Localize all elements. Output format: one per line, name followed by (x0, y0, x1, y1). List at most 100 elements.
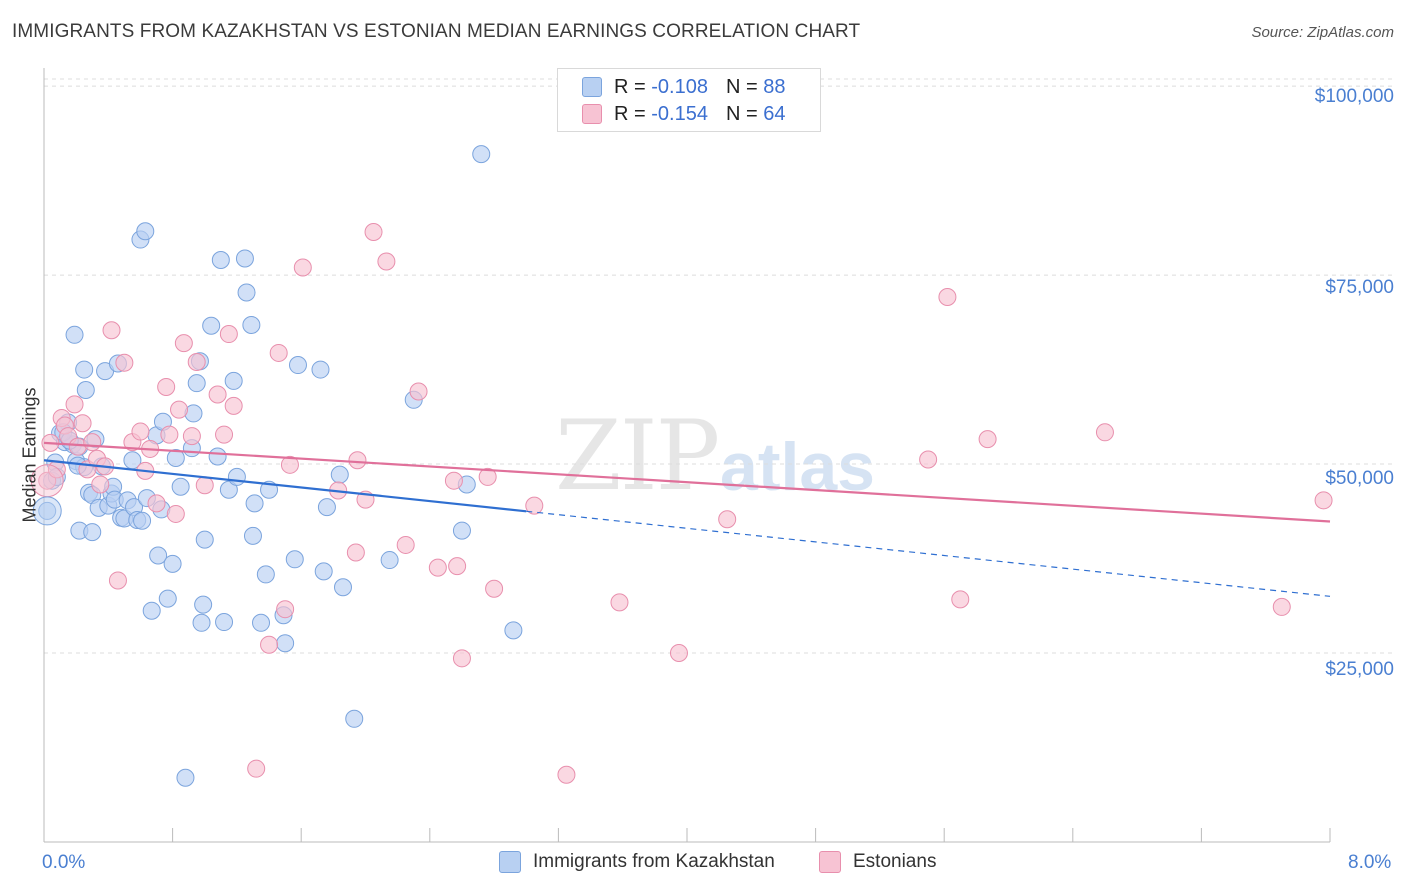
data-point-kazakhstan (252, 613, 271, 632)
legend-label-kazakhstan: Immigrants from Kazakhstan (533, 851, 775, 872)
y-tick-label-25000: $25,000 (1325, 659, 1394, 680)
data-point-estonians (65, 395, 84, 414)
data-point-kazakhstan (75, 360, 94, 379)
data-point-kazakhstan (288, 356, 307, 375)
data-point-estonians (276, 600, 295, 619)
data-point-kazakhstan (380, 551, 399, 570)
data-point-kazakhstan (194, 595, 213, 614)
y-axis-label: Median Earnings (19, 387, 40, 523)
legend-swatch-estonians (819, 851, 841, 873)
data-point-estonians (364, 223, 383, 242)
y-tick-label-50000: $50,000 (1325, 468, 1394, 489)
watermark-zip: ZIP (555, 400, 720, 512)
data-point-kazakhstan (345, 709, 364, 728)
data-point-estonians (1314, 491, 1333, 510)
data-point-estonians (919, 450, 938, 469)
data-point-estonians (485, 579, 504, 598)
data-point-kazakhstan (163, 554, 182, 573)
data-point-kazakhstan (192, 613, 211, 632)
data-point-estonians (448, 557, 467, 576)
data-point-kazakhstan (472, 145, 491, 164)
data-point-kazakhstan (317, 498, 336, 517)
data-point-kazakhstan (158, 589, 177, 608)
data-point-kazakhstan (504, 621, 523, 640)
data-point-estonians (224, 396, 243, 415)
series-legend: Immigrants from Kazakhstan Estonians (0, 851, 1406, 879)
data-point-estonians (669, 644, 688, 663)
data-point-kazakhstan (65, 325, 84, 344)
data-point-estonians (525, 496, 544, 515)
data-point-estonians (978, 430, 997, 449)
data-point-kazakhstan (166, 449, 185, 468)
legend-label-estonians: Estonians (853, 851, 937, 872)
data-point-kazakhstan (187, 374, 206, 393)
data-point-estonians (131, 422, 150, 441)
data-point-kazakhstan (224, 371, 243, 390)
data-point-estonians (452, 649, 471, 668)
data-point-estonians (160, 425, 179, 444)
data-point-kazakhstan (256, 565, 275, 584)
data-point-kazakhstan (219, 480, 238, 499)
n-value: 64 (763, 102, 786, 125)
data-point-kazakhstan (136, 222, 155, 241)
y-tick-label-100000: $100,000 (1314, 86, 1394, 107)
data-point-kazakhstan (149, 546, 168, 565)
chart-title: IMMIGRANTS FROM KAZAKHSTAN VS ESTONIAN M… (12, 21, 861, 42)
trend-line-estonians (43, 441, 1331, 523)
data-point-estonians (91, 475, 110, 494)
data-point-estonians (157, 377, 176, 396)
r-label: R = (614, 75, 646, 98)
data-point-estonians (260, 635, 279, 654)
r-label: R = (614, 102, 646, 125)
r-value: -0.154 (651, 102, 708, 125)
estonians-swatch (582, 104, 602, 124)
data-point-estonians (166, 504, 185, 523)
n-label: N = (725, 75, 758, 98)
data-point-estonians (377, 252, 396, 271)
data-point-estonians (182, 427, 201, 446)
data-point-estonians (195, 476, 214, 495)
data-point-estonians (348, 451, 367, 470)
data-point-kazakhstan (133, 511, 152, 530)
data-point-kazakhstan (76, 380, 95, 399)
data-point-kazakhstan (242, 315, 261, 334)
data-point-estonians (219, 325, 238, 344)
data-point-kazakhstan (237, 283, 256, 302)
data-point-kazakhstan (208, 447, 227, 466)
data-point-estonians (610, 593, 629, 612)
data-point-estonians (428, 558, 447, 577)
data-point-kazakhstan (452, 521, 471, 540)
data-point-estonians (269, 343, 288, 362)
kazakhstan-swatch (582, 77, 602, 97)
data-point-kazakhstan (243, 526, 262, 545)
stats-legend-row-estonians: R = -0.154 N = 64 (582, 102, 785, 126)
legend-swatch-kazakhstan (499, 851, 521, 873)
data-point-estonians (115, 353, 134, 372)
data-point-kazakhstan (285, 550, 304, 569)
data-point-estonians (108, 571, 127, 590)
y-tick-label-75000: $75,000 (1325, 277, 1394, 298)
legend-item-kazakhstan[interactable]: Immigrants from Kazakhstan (499, 851, 775, 873)
legend-item-estonians[interactable]: Estonians (819, 851, 936, 873)
data-point-kazakhstan (245, 494, 264, 513)
data-point-estonians (170, 400, 189, 419)
data-point-estonians (293, 258, 312, 277)
data-point-kazakhstan (83, 523, 102, 542)
data-point-estonians (83, 433, 102, 452)
data-point-kazakhstan (142, 601, 161, 620)
trend-line-extension-kazakhstan (526, 510, 1331, 597)
data-point-kazakhstan (330, 465, 349, 484)
data-point-estonians (951, 590, 970, 609)
stats-legend: R = -0.108 N = 88 R = -0.154 N = 64 (557, 68, 821, 132)
data-point-estonians (208, 385, 227, 404)
data-point-estonians (346, 543, 365, 562)
data-point-estonians (174, 334, 193, 353)
data-point-estonians (718, 510, 737, 529)
data-point-kazakhstan (235, 249, 254, 268)
data-point-kazakhstan (195, 530, 214, 549)
trend-line-kazakhstan (43, 459, 527, 513)
data-point-kazakhstan (211, 250, 230, 269)
data-point-estonians (1095, 423, 1114, 442)
data-point-estonians (409, 382, 428, 401)
